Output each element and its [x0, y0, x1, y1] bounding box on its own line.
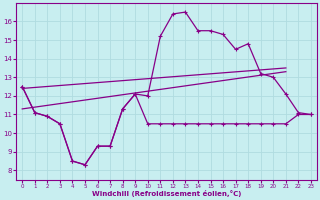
X-axis label: Windchill (Refroidissement éolien,°C): Windchill (Refroidissement éolien,°C) [92, 190, 241, 197]
